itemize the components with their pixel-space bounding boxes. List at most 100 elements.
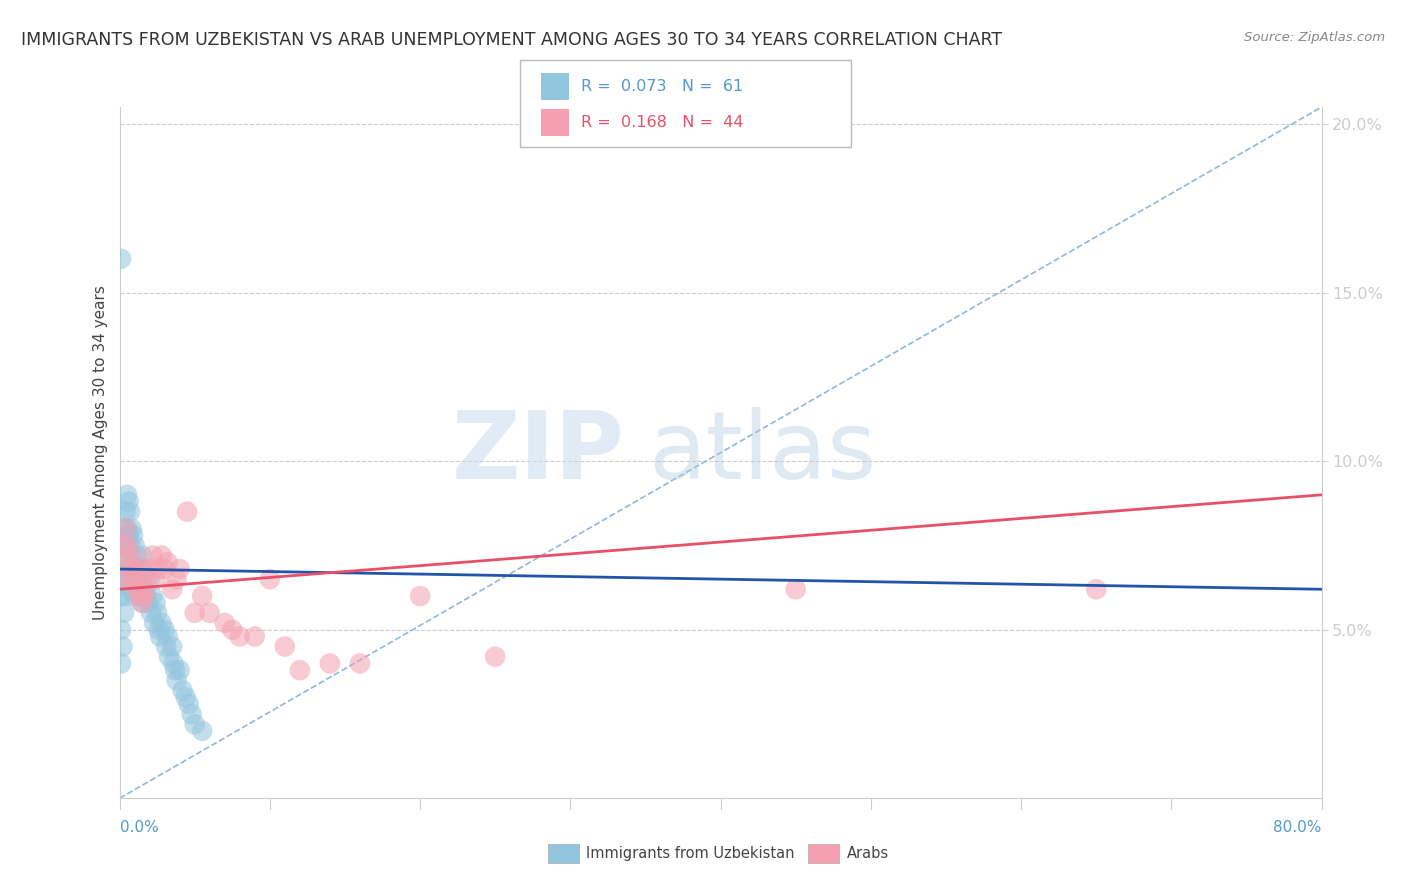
Point <box>111 572 134 586</box>
Point <box>349 657 371 671</box>
Point <box>138 562 160 576</box>
Text: Arabs: Arabs <box>846 847 889 861</box>
Point <box>121 555 143 569</box>
Point <box>117 528 139 542</box>
Point <box>129 589 152 603</box>
Point <box>176 505 198 519</box>
Point <box>145 572 167 586</box>
Point <box>150 549 173 563</box>
Point <box>124 589 146 603</box>
Point <box>228 630 252 644</box>
Point <box>153 562 176 576</box>
Point <box>157 649 180 664</box>
Point <box>785 582 807 597</box>
Point <box>169 562 191 576</box>
Point <box>162 657 184 671</box>
Point <box>131 596 153 610</box>
Point <box>117 562 139 576</box>
Point <box>169 663 191 677</box>
Text: ZIP: ZIP <box>451 407 624 499</box>
Point <box>148 562 170 576</box>
Point <box>114 538 136 552</box>
Point <box>135 572 157 586</box>
Point <box>156 630 179 644</box>
Point <box>115 538 138 552</box>
Point <box>115 572 138 586</box>
Point <box>142 589 165 603</box>
Point <box>114 505 136 519</box>
Point <box>127 582 149 597</box>
Point <box>160 640 183 654</box>
Point <box>155 640 177 654</box>
Point <box>114 589 136 603</box>
Point <box>115 488 138 502</box>
Point <box>115 522 138 536</box>
Point <box>135 589 157 603</box>
Point <box>183 606 205 620</box>
Point <box>121 549 143 563</box>
Point <box>259 572 281 586</box>
Point <box>118 582 141 597</box>
Point <box>121 522 143 536</box>
Point <box>138 572 160 586</box>
Point <box>149 630 172 644</box>
Point <box>118 505 141 519</box>
Point <box>183 717 205 731</box>
Text: Immigrants from Uzbekistan: Immigrants from Uzbekistan <box>586 847 794 861</box>
Point <box>125 562 148 576</box>
Point <box>122 528 145 542</box>
Text: R =  0.073   N =  61: R = 0.073 N = 61 <box>581 79 742 95</box>
Point <box>221 623 243 637</box>
Point <box>131 596 153 610</box>
Point <box>122 562 145 576</box>
Point <box>191 589 214 603</box>
Point <box>118 538 141 552</box>
Text: Source: ZipAtlas.com: Source: ZipAtlas.com <box>1244 31 1385 45</box>
Point <box>112 522 135 536</box>
Point <box>112 555 135 569</box>
Text: atlas: atlas <box>648 407 877 499</box>
Point <box>174 690 197 705</box>
Point <box>111 640 134 654</box>
Point <box>112 606 135 620</box>
Text: 0.0%: 0.0% <box>120 821 159 835</box>
Point <box>156 555 179 569</box>
Point <box>111 538 134 552</box>
Point <box>139 606 162 620</box>
Point <box>274 640 297 654</box>
Point <box>128 572 150 586</box>
Point <box>124 572 146 586</box>
Text: IMMIGRANTS FROM UZBEKISTAN VS ARAB UNEMPLOYMENT AMONG AGES 30 TO 34 YEARS CORREL: IMMIGRANTS FROM UZBEKISTAN VS ARAB UNEMP… <box>21 31 1002 49</box>
Point <box>145 596 167 610</box>
Point <box>112 538 135 552</box>
Point <box>288 663 311 677</box>
Point <box>131 549 153 563</box>
Point <box>110 657 132 671</box>
Point <box>124 538 146 552</box>
Point <box>1085 582 1108 597</box>
Point <box>319 657 342 671</box>
Point <box>114 522 136 536</box>
Point <box>160 582 183 597</box>
Point <box>110 623 132 637</box>
Point <box>484 649 506 664</box>
Point <box>150 615 173 630</box>
Point <box>166 572 188 586</box>
Point <box>191 723 214 738</box>
Point <box>132 582 155 597</box>
Point <box>243 630 266 644</box>
Point <box>134 582 156 597</box>
Point <box>148 623 170 637</box>
Point <box>142 549 165 563</box>
Text: R =  0.168   N =  44: R = 0.168 N = 44 <box>581 115 744 130</box>
Point <box>128 589 150 603</box>
Point <box>409 589 432 603</box>
Point <box>214 615 236 630</box>
Point <box>118 562 141 576</box>
Point <box>111 572 134 586</box>
Point <box>177 697 200 711</box>
Point <box>110 252 132 266</box>
Point <box>125 549 148 563</box>
Point <box>127 562 149 576</box>
Y-axis label: Unemployment Among Ages 30 to 34 years: Unemployment Among Ages 30 to 34 years <box>93 285 108 620</box>
